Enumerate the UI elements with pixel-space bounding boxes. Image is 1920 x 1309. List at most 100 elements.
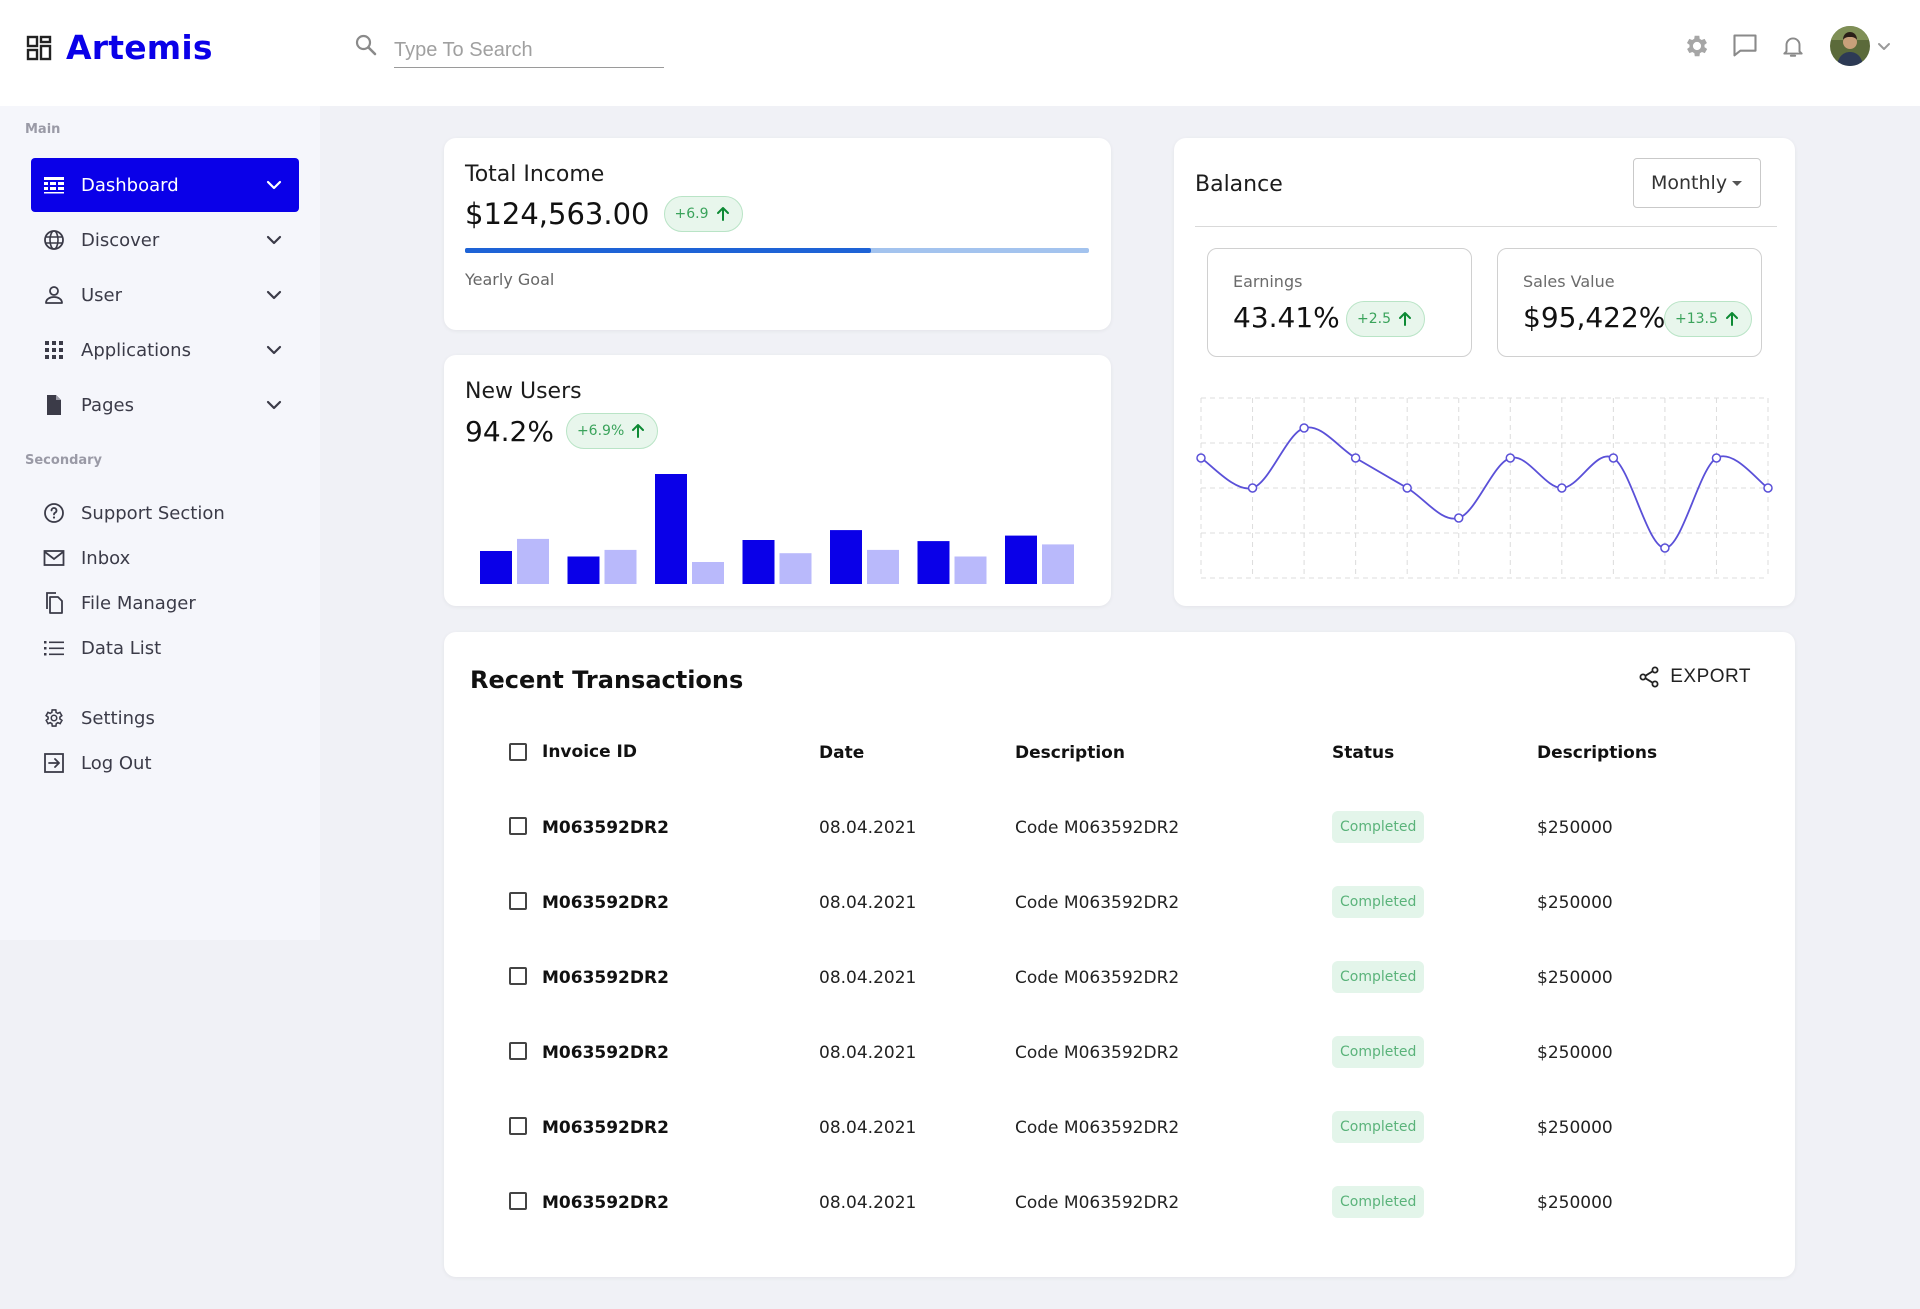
column-header: Date xyxy=(819,743,865,763)
bar-primary-1 xyxy=(480,551,512,584)
invoice-id: M063592DR2 xyxy=(542,1118,669,1138)
arrow-up-icon xyxy=(716,207,729,221)
row-checkbox[interactable] xyxy=(509,967,527,985)
line-point-9 xyxy=(1660,543,1670,553)
change-value: +6.9 xyxy=(674,206,709,222)
export-label: EXPORT xyxy=(1670,666,1751,687)
new-users-value: 94.2% xyxy=(465,414,554,448)
sidebar-item-label: Pages xyxy=(81,394,134,416)
description-cell: Code M063592DR2 xyxy=(1015,968,1180,988)
change-value: +6.9% xyxy=(576,423,625,439)
sidebar-item-discover[interactable]: Discover xyxy=(31,213,299,267)
date-cell: 08.04.2021 xyxy=(819,1043,917,1063)
sidebar-item-label: Settings xyxy=(81,707,155,729)
bar-secondary-5 xyxy=(867,549,899,584)
recent-transactions-card: Recent Transactions EXPORT Invoice ID Da… xyxy=(444,632,1795,1277)
header-actions xyxy=(1682,26,1892,66)
sidebar-item-inbox[interactable]: Inbox xyxy=(31,538,299,578)
sidebar-item-user[interactable]: User xyxy=(31,268,299,322)
bell-icon[interactable] xyxy=(1778,31,1808,61)
bar-secondary-7 xyxy=(1042,544,1074,584)
search-input[interactable] xyxy=(394,30,664,68)
status-badge: Completed xyxy=(1332,1186,1425,1218)
sidebar-item-support[interactable]: Support Section xyxy=(31,493,299,533)
amount-cell: $250000 xyxy=(1537,1193,1613,1213)
bar-secondary-4 xyxy=(779,553,812,584)
card-title: Recent Transactions xyxy=(470,666,744,694)
bar-secondary-1 xyxy=(517,538,549,584)
line-point-8 xyxy=(1608,453,1619,463)
sidebar: Main Dashboard Discover xyxy=(0,106,320,940)
description-cell: Code M063592DR2 xyxy=(1015,1118,1180,1138)
card-title: Balance xyxy=(1195,172,1283,197)
bar-primary-6 xyxy=(917,541,950,584)
bar-primary-2 xyxy=(567,556,600,584)
row-checkbox[interactable] xyxy=(509,1117,527,1135)
chat-icon[interactable] xyxy=(1730,31,1760,61)
chevron-down-icon xyxy=(266,180,282,190)
period-select[interactable]: Monthly xyxy=(1633,158,1761,208)
grid-logo-icon xyxy=(26,35,52,60)
select-all-checkbox[interactable] xyxy=(509,743,527,761)
description-cell: Code M063592DR2 xyxy=(1015,1193,1180,1213)
new-users-card: New Users 94.2% +6.9% xyxy=(444,355,1111,606)
sidebar-item-settings[interactable]: Settings xyxy=(31,698,299,738)
arrow-up-icon xyxy=(632,424,645,438)
column-header: Descriptions xyxy=(1537,743,1658,763)
balance-line-chart xyxy=(1196,397,1773,579)
files-icon xyxy=(43,592,65,614)
stat-label: Earnings xyxy=(1233,272,1303,291)
user-menu[interactable] xyxy=(1830,26,1892,66)
sidebar-section-main: Main xyxy=(25,122,61,137)
sidebar-item-data-list[interactable]: Data List xyxy=(31,628,299,668)
share-icon xyxy=(1639,666,1659,688)
amount-cell: $250000 xyxy=(1537,818,1613,838)
sidebar-item-label: Support Section xyxy=(81,502,225,524)
bar-primary-5 xyxy=(830,530,862,584)
invoice-id: M063592DR2 xyxy=(542,1043,669,1063)
total-income-value: $124,563.00 xyxy=(465,197,650,231)
sales-value-stat: Sales Value $95,422% +13.5 xyxy=(1497,248,1762,357)
new-users-bar-chart xyxy=(480,474,1074,584)
status-badge: Completed xyxy=(1332,1036,1425,1068)
sidebar-item-label: Discover xyxy=(81,229,160,251)
date-cell: 08.04.2021 xyxy=(819,1193,917,1213)
app-logo[interactable]: Artemis xyxy=(26,28,213,67)
line-point-3 xyxy=(1350,453,1361,463)
row-checkbox[interactable] xyxy=(509,817,527,835)
mail-icon xyxy=(43,547,65,569)
row-checkbox[interactable] xyxy=(509,892,527,910)
search-icon xyxy=(355,34,377,56)
period-value: Monthly xyxy=(1651,172,1728,194)
date-cell: 08.04.2021 xyxy=(819,968,917,988)
globe-icon xyxy=(43,229,65,251)
list-icon xyxy=(43,637,65,659)
arrow-up-icon xyxy=(1399,312,1411,326)
logout-icon xyxy=(43,752,65,774)
top-header: Artemis xyxy=(0,0,1920,106)
sidebar-item-pages[interactable]: Pages xyxy=(31,378,299,432)
total-income-card: Total Income $124,563.00 +6.9 Yearly Goa… xyxy=(444,138,1111,330)
page-icon xyxy=(43,394,65,416)
gear-icon xyxy=(43,707,65,729)
sidebar-item-label: Dashboard xyxy=(81,174,179,196)
chevron-down-icon xyxy=(1878,43,1890,50)
sidebar-item-file-manager[interactable]: File Manager xyxy=(31,583,299,623)
sidebar-item-logout[interactable]: Log Out xyxy=(31,743,299,783)
gear-icon[interactable] xyxy=(1682,31,1712,61)
column-header: Status xyxy=(1332,743,1395,763)
invoice-id: M063592DR2 xyxy=(542,893,669,913)
invoice-id: M063592DR2 xyxy=(542,1193,669,1213)
sidebar-item-dashboard[interactable]: Dashboard xyxy=(31,158,299,212)
line-point-2 xyxy=(1299,423,1309,433)
row-checkbox[interactable] xyxy=(509,1042,527,1060)
sidebar-item-applications[interactable]: Applications xyxy=(31,323,299,377)
change-badge: +6.9% xyxy=(565,413,659,449)
column-header: Invoice ID xyxy=(542,742,637,762)
line-point-6 xyxy=(1505,453,1516,463)
amount-cell: $250000 xyxy=(1537,968,1613,988)
search-bar xyxy=(354,30,664,68)
export-button[interactable]: EXPORT xyxy=(1638,666,1751,688)
status-badge: Completed xyxy=(1332,886,1425,918)
row-checkbox[interactable] xyxy=(509,1192,527,1210)
